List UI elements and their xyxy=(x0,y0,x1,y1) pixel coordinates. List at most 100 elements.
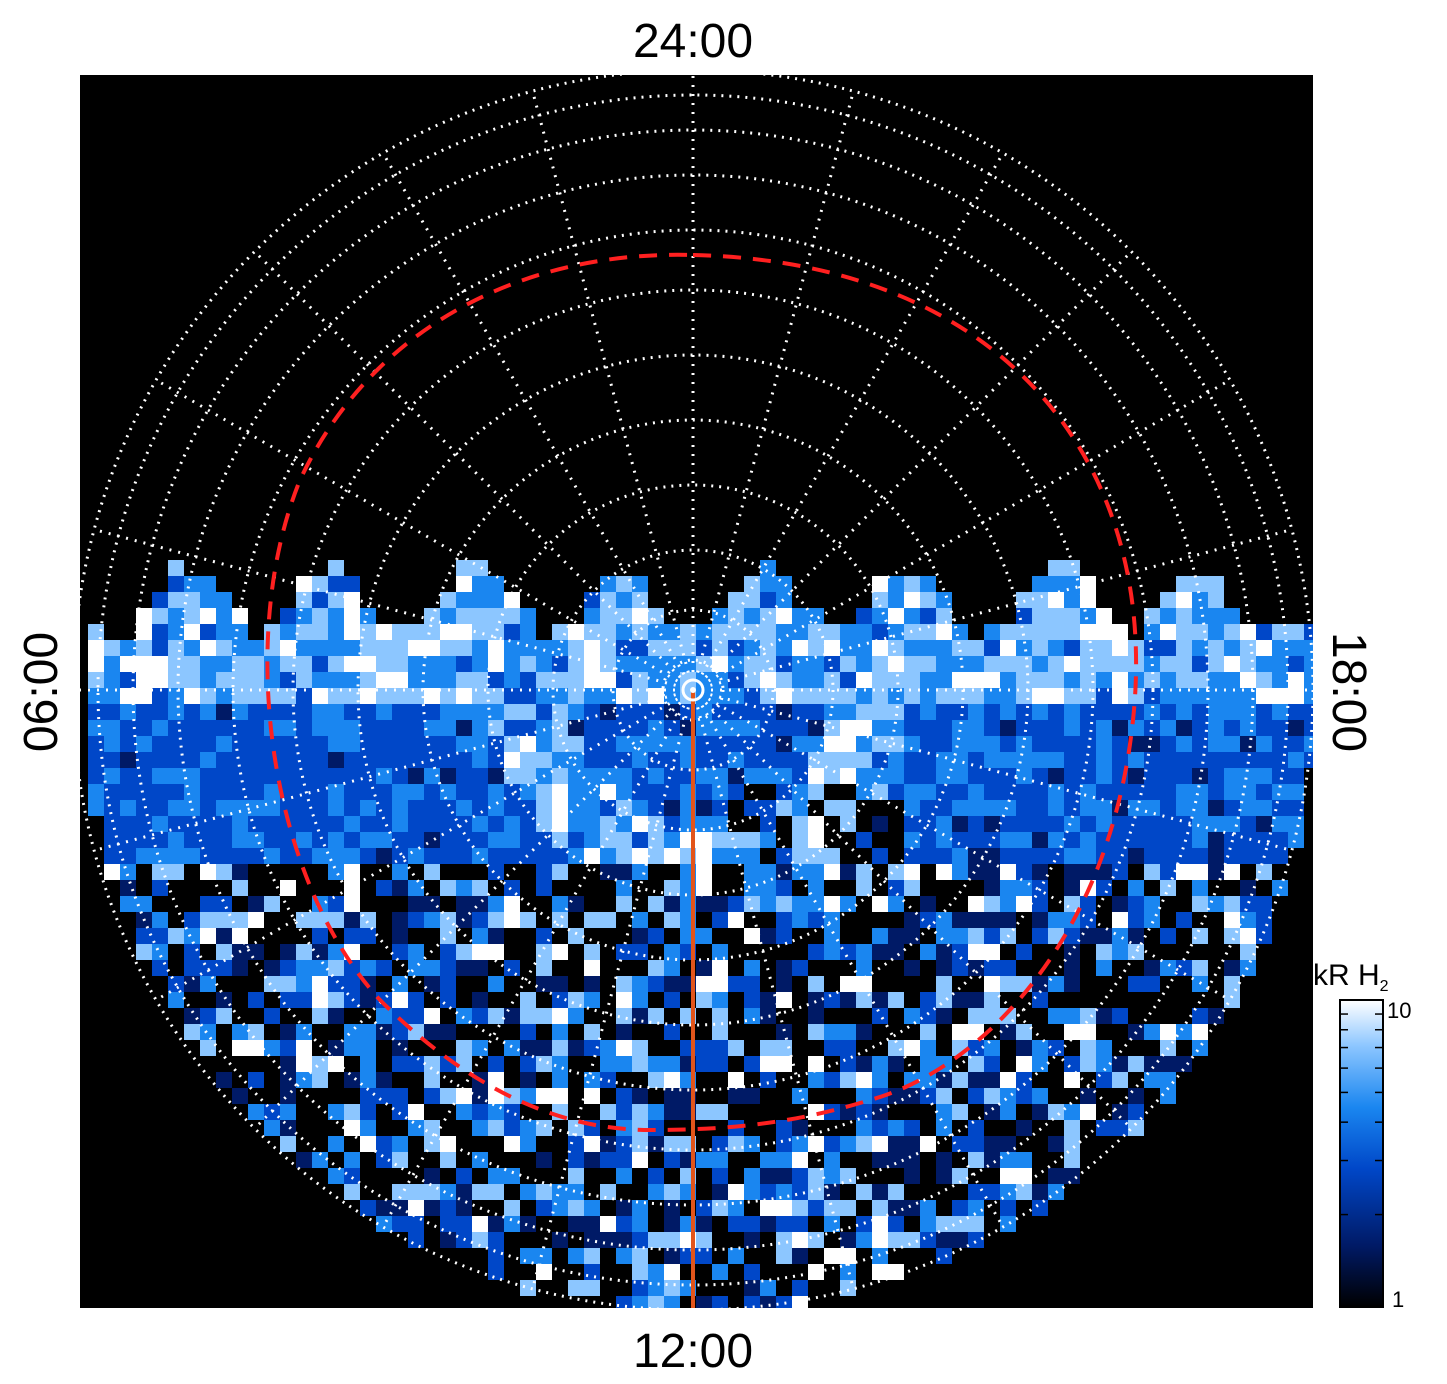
emission-cell xyxy=(184,832,200,848)
emission-cell xyxy=(168,864,184,880)
emission-cell xyxy=(888,864,904,880)
emission-cell xyxy=(104,640,120,656)
emission-cell xyxy=(920,672,936,688)
emission-cell xyxy=(360,992,376,1008)
emission-cell xyxy=(888,896,904,912)
emission-cell xyxy=(776,896,792,912)
emission-cell xyxy=(968,656,984,672)
emission-cell xyxy=(696,832,712,848)
emission-cell xyxy=(1000,640,1016,656)
emission-cell xyxy=(232,816,248,832)
emission-cell xyxy=(296,592,312,608)
emission-cell xyxy=(408,656,424,672)
emission-cell xyxy=(136,720,152,736)
emission-cell xyxy=(872,704,888,720)
emission-cell xyxy=(216,752,232,768)
emission-cell xyxy=(248,656,264,672)
emission-cell xyxy=(1000,688,1016,704)
emission-cell xyxy=(616,656,632,672)
emission-cell xyxy=(264,832,280,848)
emission-cell xyxy=(936,1008,952,1024)
emission-cell xyxy=(344,656,360,672)
emission-cell xyxy=(488,608,504,624)
emission-cell xyxy=(744,864,760,880)
emission-cell xyxy=(152,608,168,624)
emission-cell xyxy=(520,1120,536,1136)
emission-cell xyxy=(1016,880,1032,896)
emission-cell xyxy=(504,960,520,976)
emission-cell xyxy=(968,1088,984,1104)
emission-cell xyxy=(360,928,376,944)
emission-cell xyxy=(216,592,232,608)
emission-cell xyxy=(216,992,232,1008)
emission-cell xyxy=(520,736,536,752)
emission-cell xyxy=(1112,640,1128,656)
emission-cell xyxy=(1144,832,1160,848)
emission-cell xyxy=(648,1168,664,1184)
emission-cell xyxy=(1000,1024,1016,1040)
emission-cell xyxy=(792,1152,808,1168)
emission-cell xyxy=(1208,832,1224,848)
emission-cell xyxy=(1224,720,1240,736)
emission-cell xyxy=(264,816,280,832)
emission-cell xyxy=(552,1200,568,1216)
emission-cell xyxy=(696,928,712,944)
emission-cell xyxy=(952,1200,968,1216)
emission-cell xyxy=(616,864,632,880)
emission-cell xyxy=(568,1136,584,1152)
emission-cell xyxy=(600,704,616,720)
emission-cell xyxy=(776,864,792,880)
emission-cell xyxy=(1096,944,1112,960)
emission-cell xyxy=(904,1136,920,1152)
emission-cell xyxy=(472,784,488,800)
emission-cell xyxy=(440,816,456,832)
emission-cell xyxy=(488,896,504,912)
emission-cell xyxy=(600,640,616,656)
emission-cell xyxy=(920,720,936,736)
emission-cell xyxy=(200,928,216,944)
emission-cell xyxy=(1144,704,1160,720)
emission-cell xyxy=(504,752,520,768)
emission-cell xyxy=(232,768,248,784)
emission-cell xyxy=(872,1264,888,1280)
emission-cell xyxy=(648,1056,664,1072)
emission-cell xyxy=(1240,688,1256,704)
emission-cell xyxy=(504,896,520,912)
emission-cell xyxy=(232,848,248,864)
emission-cell xyxy=(184,848,200,864)
emission-cell xyxy=(152,848,168,864)
emission-cell xyxy=(1128,848,1144,864)
emission-cell xyxy=(808,976,824,992)
emission-cell xyxy=(1096,928,1112,944)
emission-cell xyxy=(1064,1008,1080,1024)
emission-cell xyxy=(1080,816,1096,832)
emission-cell xyxy=(264,896,280,912)
emission-cell xyxy=(760,832,776,848)
emission-cell xyxy=(376,1152,392,1168)
emission-cell xyxy=(360,960,376,976)
emission-cell xyxy=(552,704,568,720)
emission-cell xyxy=(408,1200,424,1216)
emission-cell xyxy=(936,1168,952,1184)
emission-cell xyxy=(936,1152,952,1168)
emission-cell xyxy=(360,1040,376,1056)
emission-cell xyxy=(920,608,936,624)
emission-cell xyxy=(792,752,808,768)
emission-cell xyxy=(664,960,680,976)
emission-cell xyxy=(1000,624,1016,640)
emission-cell xyxy=(488,1072,504,1088)
emission-cell xyxy=(120,816,136,832)
emission-cell xyxy=(984,1008,1000,1024)
emission-cell xyxy=(968,688,984,704)
emission-cell xyxy=(712,1184,728,1200)
emission-cell xyxy=(856,1120,872,1136)
emission-cell xyxy=(1176,1056,1192,1072)
emission-cell xyxy=(744,576,760,592)
emission-cell xyxy=(440,752,456,768)
emission-cell xyxy=(344,800,360,816)
emission-cell xyxy=(840,1168,856,1184)
emission-cell xyxy=(152,944,168,960)
emission-cell xyxy=(248,800,264,816)
emission-cell xyxy=(776,704,792,720)
emission-cell xyxy=(392,864,408,880)
